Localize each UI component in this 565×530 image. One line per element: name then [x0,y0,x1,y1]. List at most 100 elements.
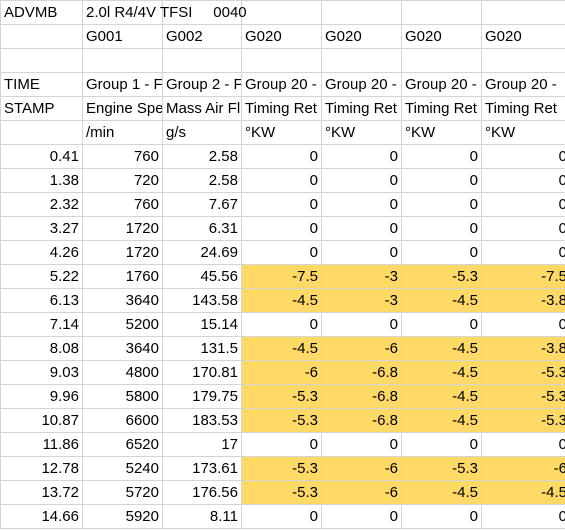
data-cell: 7.67 [162,192,242,217]
data-row: 10.87 6600 183.53 -5.3 -6.8 -4.5 -5.3 [0,408,565,433]
header-cell [0,120,83,145]
header-cell [401,0,482,25]
header-row: ADVMB 2.0l R4/4V TFSI 0040 [0,0,565,25]
data-cell: 14.66 [0,504,83,529]
data-cell: 9.03 [0,360,83,385]
data-cell: 183.53 [162,408,242,433]
data-cell: 4800 [82,360,163,385]
data-cell: 2.32 [0,192,83,217]
header-cell: Group 20 - [321,72,402,97]
data-cell: -3 [321,288,402,313]
data-cell: 6600 [82,408,163,433]
data-cell: -4.5 [481,480,565,505]
data-cell: 0 [401,432,482,457]
data-cell: 1.38 [0,168,83,193]
data-cell: -6 [241,360,322,385]
data-cell: 45.56 [162,264,242,289]
header-row [0,48,565,73]
data-cell: 0 [401,312,482,337]
data-cell: 11.86 [0,432,83,457]
data-cell: 0 [401,192,482,217]
data-cell: 170.81 [162,360,242,385]
data-cell: 0 [321,504,402,529]
data-row: 8.08 3640 131.5 -4.5 -6 -4.5 -3.8 [0,336,565,361]
data-cell: -6.8 [321,360,402,385]
data-cell: 24.69 [162,240,242,265]
header-cell: Timing Ret [321,96,402,121]
data-cell: 0 [241,240,322,265]
data-cell: 5720 [82,480,163,505]
data-cell: 0 [321,192,402,217]
data-row: 9.03 4800 170.81 -6 -6.8 -4.5 -5.3 [0,360,565,385]
data-cell: 0 [321,144,402,169]
data-cell: -6 [321,456,402,481]
data-cell: 0 [241,216,322,241]
data-cell: 1720 [82,216,163,241]
header-row: /min g/s °KW °KW °KW °KW [0,120,565,145]
header-cell: G020 [481,24,565,49]
data-cell: 0 [241,168,322,193]
data-cell: 7.14 [0,312,83,337]
data-cell: 0 [241,432,322,457]
data-cell: 4.26 [0,240,83,265]
data-cell: 8.08 [0,336,83,361]
data-cell: -3.8 [481,288,565,313]
header-cell: G020 [241,24,322,49]
header-cell: °KW [321,120,402,145]
data-cell: 0 [401,144,482,169]
data-row: 6.13 3640 143.58 -4.5 -3 -4.5 -3.8 [0,288,565,313]
header-row: G001 G002 G020 G020 G020 G020 [0,24,565,49]
data-cell: 1720 [82,240,163,265]
data-cell: 176.56 [162,480,242,505]
data-cell: 10.87 [0,408,83,433]
data-cell: -4.5 [241,336,322,361]
data-cell: 0 [321,240,402,265]
data-row: 9.96 5800 179.75 -5.3 -6.8 -4.5 -5.3 [0,384,565,409]
data-cell: -5.3 [241,408,322,433]
header-cell [0,24,83,49]
data-row: 5.22 1760 45.56 -7.5 -3 -5.3 -7.5 [0,264,565,289]
data-cell: 0.41 [0,144,83,169]
header-cell: Timing Ret [241,96,322,121]
header-row: TIME Group 1 - F Group 2 - F Group 20 - Grou… [0,72,565,97]
data-cell: -5.3 [481,408,565,433]
data-cell: 0 [481,432,565,457]
header-cell: G002 [162,24,242,49]
data-cell: 0 [241,144,322,169]
data-cell: 0 [401,168,482,193]
header-cell [0,48,83,73]
header-cell [162,48,242,73]
data-cell: 0 [321,168,402,193]
data-cell: 131.5 [162,336,242,361]
data-row: 11.866520170000 [0,432,565,457]
data-cell: 15.14 [162,312,242,337]
data-cell: 760 [82,144,163,169]
header-cell [481,48,565,73]
header-cell [321,0,402,25]
data-cell: 6.31 [162,216,242,241]
data-cell: -4.5 [401,480,482,505]
data-cell: -5.3 [401,456,482,481]
data-cell: 760 [82,192,163,217]
data-cell: -6.8 [321,408,402,433]
data-cell: 6.13 [0,288,83,313]
data-cell: 2.58 [162,168,242,193]
data-cell: -7.5 [241,264,322,289]
data-cell: 5920 [82,504,163,529]
header-cell: Mass Air Fl [162,96,242,121]
header-cell [481,0,565,25]
data-cell: -7.5 [481,264,565,289]
header-cell: °KW [481,120,565,145]
header-cell: G020 [321,24,402,49]
data-cell: 5.22 [0,264,83,289]
header-cell: °KW [401,120,482,145]
header-cell: ADVMB [0,0,83,25]
data-cell: 5200 [82,312,163,337]
header-cell [241,0,322,25]
data-row: 13.72 5720 176.56 -5.3 -6 -4.5 -4.5 [0,480,565,505]
